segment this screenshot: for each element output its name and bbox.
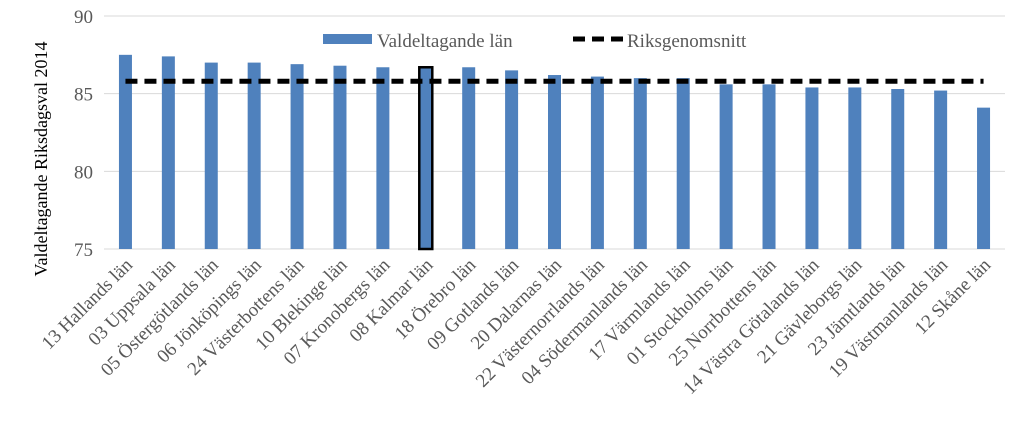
legend-label-line: Riksgenomsnitt <box>627 31 747 52</box>
bar <box>247 62 261 249</box>
y-tick-label: 80 <box>74 162 93 183</box>
bar <box>118 54 132 250</box>
bar <box>290 64 304 249</box>
y-tick-label: 85 <box>74 85 93 106</box>
y-axis-ticks: 75 80 85 90 <box>74 7 93 261</box>
bar <box>333 65 347 249</box>
bar <box>161 56 175 250</box>
bar <box>762 84 776 249</box>
bar <box>934 90 948 249</box>
bar <box>977 107 991 249</box>
bar <box>805 87 819 249</box>
legend-swatch-bar <box>323 34 372 44</box>
y-tick-label: 90 <box>74 7 93 28</box>
bar <box>376 67 390 249</box>
bar <box>719 84 733 249</box>
y-tick-label: 75 <box>74 240 93 261</box>
bar <box>891 89 905 249</box>
bar <box>633 78 647 249</box>
bar <box>462 67 476 249</box>
bar <box>848 87 862 249</box>
bar-highlighted <box>418 66 434 251</box>
bar <box>204 62 218 249</box>
bar <box>548 75 561 249</box>
bar <box>676 78 690 249</box>
y-axis-title: Valdeltagande Riksdagsval 2014 <box>31 42 51 277</box>
bars <box>118 54 991 251</box>
legend: Valdeltagande län Riksgenomsnitt <box>323 31 747 52</box>
bar <box>590 76 604 249</box>
legend-label-bar: Valdeltagande län <box>377 31 513 52</box>
bar <box>505 70 519 249</box>
